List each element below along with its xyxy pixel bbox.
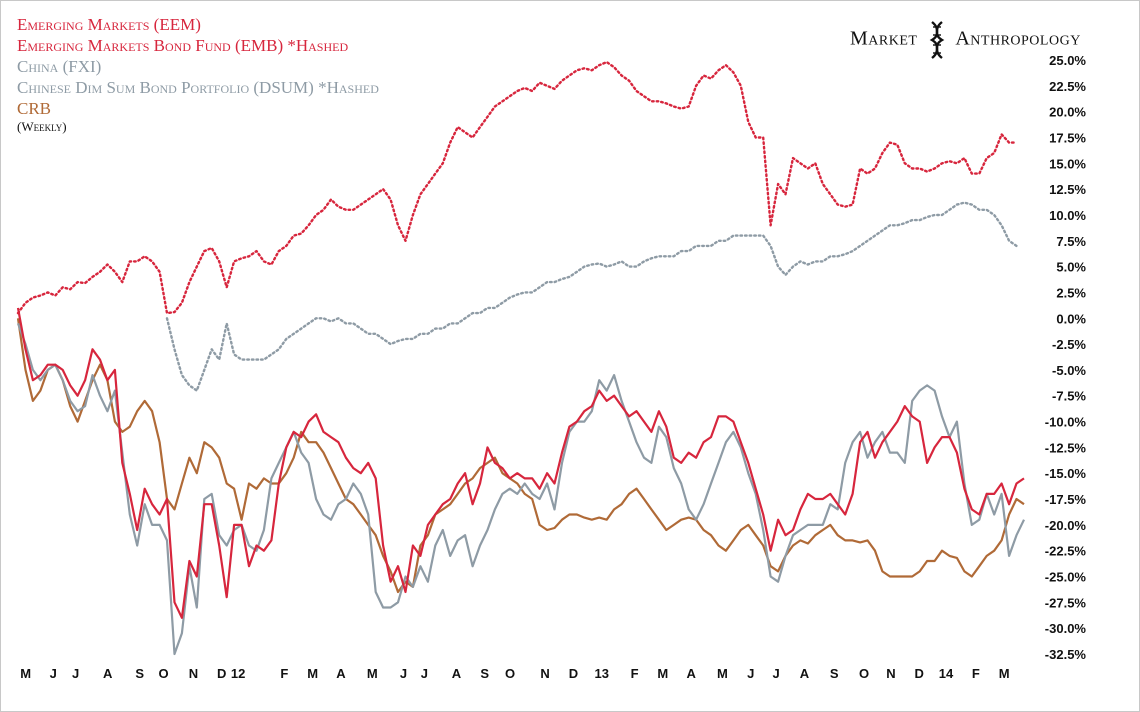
y-tick-label: -30.0% [1045,621,1087,636]
y-tick-label: -12.5% [1045,440,1087,455]
y-tick-label: -27.5% [1045,595,1087,610]
x-tick-label: 12 [231,666,245,681]
y-tick-label: 20.0% [1049,105,1086,120]
legend-eem: Emerging Markets (EEM) [17,15,201,34]
x-tick-label: D [915,666,924,681]
legend: Emerging Markets (EEM) Emerging Markets … [17,14,379,134]
x-tick-label: J [400,666,407,681]
series-line-dsum [165,201,1018,392]
legend-crb: CRB [17,99,52,118]
dna-helix-icon [929,21,945,59]
x-tick-label: A [452,666,462,681]
x-tick-label: M [367,666,378,681]
legend-note: (Weekly) [17,119,67,134]
x-tick-label: N [540,666,549,681]
x-tick-label: O [159,666,169,681]
x-tick-label: J [50,666,57,681]
x-tick-label: M [999,666,1010,681]
x-tick-label: O [505,666,515,681]
x-tick-label: N [189,666,198,681]
y-tick-label: 5.0% [1056,260,1086,275]
x-tick-label: M [20,666,31,681]
x-tick-label: S [135,666,144,681]
x-tick-label: 14 [939,666,954,681]
y-tick-label: -17.5% [1045,492,1087,507]
x-tick-label: F [972,666,980,681]
x-tick-label: O [859,666,869,681]
y-tick-label: -7.5% [1052,389,1086,404]
x-tick-label: S [830,666,839,681]
series-layer [16,60,1025,656]
x-tick-label: M [307,666,318,681]
legend-dsum: Chinese Dim Sum Bond Portfolio (DSUM) *H… [17,78,379,97]
brand-right: Anthropology [955,27,1081,50]
series-line-crb [16,318,1025,594]
y-tick-label: -22.5% [1045,544,1087,559]
x-tick-label: M [657,666,668,681]
y-tick-label: -25.0% [1045,570,1087,585]
y-tick-label: -15.0% [1045,466,1087,481]
x-tick-label: J [773,666,780,681]
y-tick-label: 10.0% [1049,208,1086,223]
x-tick-label: F [280,666,288,681]
x-tick-label: J [72,666,79,681]
y-tick-label: -5.0% [1052,363,1086,378]
x-tick-label: J [747,666,754,681]
y-tick-label: -10.0% [1045,415,1087,430]
y-axis: 25.0% 22.5% 20.0% 17.5% 15.0% 12.5% 10.0% 7.5% 5… [1045,53,1087,662]
x-tick-label: N [886,666,895,681]
x-tick-label: D [569,666,578,681]
series-line-eem [16,307,1025,619]
y-tick-label: -2.5% [1052,337,1086,352]
x-tick-label: M [717,666,728,681]
legend-emb: Emerging Markets Bond Fund (EMB) *Hashed [17,36,349,55]
y-tick-label: 0.0% [1056,311,1086,326]
brand-left: Market [850,27,918,50]
x-axis: M J J A S O N D 12 F M A M J J A S O N D 13 F M A M J J A S O N D 14 F M [20,666,1009,681]
y-tick-label: -32.5% [1045,647,1087,662]
y-tick-label: 12.5% [1049,182,1086,197]
x-tick-label: D [217,666,226,681]
x-tick-label: J [421,666,428,681]
series-line-fxi [16,323,1025,656]
y-tick-label: -20.0% [1045,518,1087,533]
x-tick-label: A [103,666,113,681]
series-line-emb [16,60,1018,315]
x-tick-label: A [686,666,696,681]
y-tick-label: 17.5% [1049,130,1086,145]
x-tick-label: A [336,666,346,681]
y-tick-label: 2.5% [1056,285,1086,300]
brand-logo: Market Anthropology [850,20,1081,60]
y-tick-label: 15.0% [1049,156,1086,171]
x-tick-label: F [631,666,639,681]
y-tick-label: 22.5% [1049,79,1086,94]
legend-fxi: China (FXI) [17,57,102,76]
x-tick-label: A [800,666,810,681]
y-tick-label: 25.0% [1049,53,1086,68]
x-tick-label: S [480,666,489,681]
x-tick-label: 13 [595,666,609,681]
y-tick-label: 7.5% [1056,234,1086,249]
